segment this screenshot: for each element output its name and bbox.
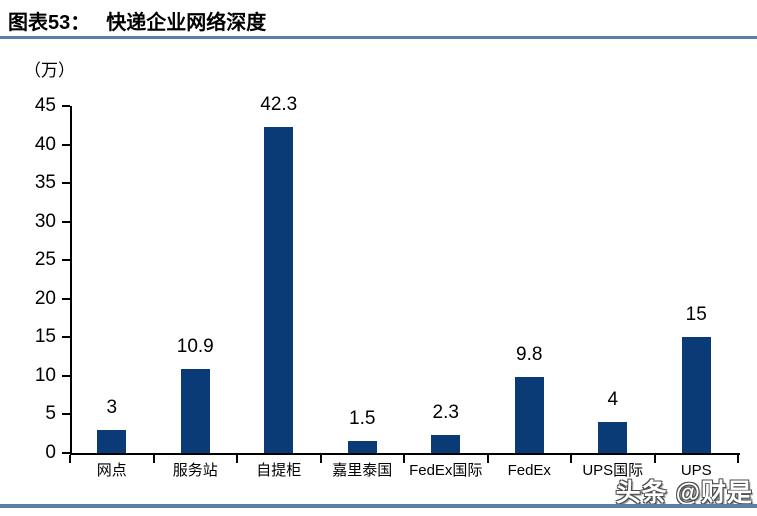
x-tick-mark bbox=[236, 455, 238, 463]
y-tick-label: 10 bbox=[34, 364, 56, 386]
category-label: UPS bbox=[680, 462, 712, 479]
bar-value-label: 1.5 bbox=[349, 408, 376, 429]
y-tick-label: 0 bbox=[45, 442, 56, 463]
title-divider bbox=[0, 36, 757, 39]
chart-bar bbox=[598, 422, 628, 453]
x-tick-mark bbox=[69, 455, 71, 463]
y-tick-label: 20 bbox=[34, 287, 56, 309]
chart-bar bbox=[431, 435, 461, 453]
page-title: 快递企业网络深度 bbox=[106, 12, 267, 34]
x-tick-mark bbox=[653, 455, 656, 463]
x-tick-mark bbox=[486, 455, 489, 463]
bar-value-label: 2.3 bbox=[432, 402, 459, 423]
chart-bar bbox=[264, 127, 294, 453]
y-tick-label: 25 bbox=[34, 249, 56, 271]
x-tick-mark bbox=[737, 455, 739, 463]
bar-value-label: 9.8 bbox=[516, 344, 543, 365]
y-tick-mark bbox=[62, 452, 70, 454]
category-label: FedEx国际 bbox=[409, 462, 483, 479]
y-tick-mark bbox=[62, 374, 70, 377]
y-tick-mark bbox=[62, 182, 70, 185]
y-tick-label: 15 bbox=[34, 326, 56, 348]
bottom-divider bbox=[0, 504, 757, 508]
x-tick-mark bbox=[152, 455, 155, 463]
bar-value-label: 4 bbox=[607, 389, 619, 410]
y-tick-mark bbox=[62, 143, 70, 146]
x-tick-mark bbox=[570, 455, 572, 463]
y-tick-mark bbox=[62, 336, 70, 339]
category-label: 服务站 bbox=[172, 462, 218, 479]
figure-label: 图表53： bbox=[8, 12, 91, 34]
category-label: 嘉里泰国 bbox=[332, 462, 393, 479]
y-tick-mark bbox=[62, 220, 70, 223]
chart-bar bbox=[347, 441, 377, 453]
chart-bar bbox=[681, 337, 711, 453]
watermark: 头条 @财是 bbox=[615, 479, 753, 507]
plot-area bbox=[70, 106, 740, 455]
category-label: 网点 bbox=[96, 462, 127, 479]
y-tick-label: 30 bbox=[34, 210, 56, 232]
y-tick-label: 35 bbox=[34, 172, 56, 194]
y-tick-mark bbox=[62, 413, 70, 416]
chart-bar bbox=[514, 377, 544, 453]
category-label: FedEx bbox=[507, 462, 551, 479]
bar-value-label: 3 bbox=[106, 397, 118, 418]
y-tick-label: 40 bbox=[34, 133, 56, 155]
y-tick-mark bbox=[62, 297, 70, 300]
chart-header: 图表53： 快递企业网络深度 bbox=[8, 6, 266, 35]
bar-value-label: 10.9 bbox=[176, 336, 214, 357]
y-tick-mark bbox=[62, 259, 70, 262]
y-tick-mark bbox=[62, 105, 70, 107]
bar-value-label: 15 bbox=[685, 304, 707, 325]
y-tick-label: 5 bbox=[45, 403, 56, 425]
x-tick-mark bbox=[319, 455, 322, 463]
chart-bar bbox=[180, 369, 210, 453]
category-label: 自提柜 bbox=[256, 462, 302, 479]
category-label: UPS国际 bbox=[582, 462, 644, 479]
x-tick-mark bbox=[403, 455, 405, 463]
chart-bar bbox=[97, 430, 127, 453]
y-axis-unit-label: （万） bbox=[24, 61, 75, 80]
bar-value-label: 42.3 bbox=[260, 94, 298, 115]
y-tick-label: 45 bbox=[34, 95, 56, 116]
